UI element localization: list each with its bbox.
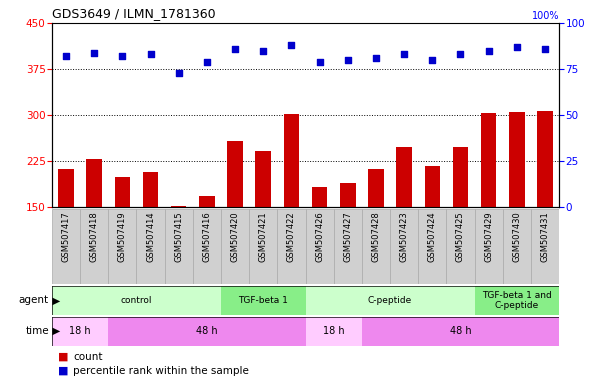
Text: 48 h: 48 h — [450, 326, 471, 336]
Bar — [475, 286, 559, 315]
Text: GSM507425: GSM507425 — [456, 212, 465, 262]
Point — [202, 59, 212, 65]
Text: 18 h: 18 h — [69, 326, 91, 336]
FancyBboxPatch shape — [277, 209, 306, 284]
Text: GSM507429: GSM507429 — [484, 212, 493, 262]
Point — [512, 44, 522, 50]
Text: GSM507423: GSM507423 — [400, 212, 409, 262]
Bar — [255, 151, 271, 207]
Text: GSM507424: GSM507424 — [428, 212, 437, 262]
FancyBboxPatch shape — [306, 209, 334, 284]
Bar — [340, 183, 356, 207]
Bar — [284, 114, 299, 207]
Text: ■: ■ — [58, 366, 72, 376]
Text: GSM507416: GSM507416 — [202, 212, 211, 262]
Text: percentile rank within the sample: percentile rank within the sample — [73, 366, 249, 376]
Text: GSM507422: GSM507422 — [287, 212, 296, 262]
Bar — [537, 111, 553, 207]
Text: 48 h: 48 h — [196, 326, 218, 336]
Point — [428, 57, 437, 63]
Point — [61, 53, 71, 59]
Text: GSM507426: GSM507426 — [315, 212, 324, 262]
Point — [484, 48, 494, 54]
Bar — [306, 317, 362, 346]
Point — [258, 48, 268, 54]
Point — [287, 42, 296, 48]
Text: 100%: 100% — [532, 11, 559, 21]
Text: GSM507430: GSM507430 — [512, 212, 521, 262]
Text: ▶: ▶ — [49, 295, 60, 306]
FancyBboxPatch shape — [80, 209, 108, 284]
Bar — [509, 112, 525, 207]
Bar — [306, 286, 475, 315]
Bar — [52, 317, 108, 346]
Text: GSM507414: GSM507414 — [146, 212, 155, 262]
Bar — [143, 172, 158, 207]
Point — [174, 70, 184, 76]
Point — [315, 59, 324, 65]
Bar — [453, 147, 468, 207]
Bar — [199, 196, 214, 207]
FancyBboxPatch shape — [136, 209, 164, 284]
FancyBboxPatch shape — [418, 209, 447, 284]
Bar — [481, 113, 496, 207]
Text: time: time — [25, 326, 49, 336]
FancyBboxPatch shape — [193, 209, 221, 284]
FancyBboxPatch shape — [390, 209, 418, 284]
Bar — [397, 147, 412, 207]
Point — [343, 57, 353, 63]
Bar — [312, 187, 327, 207]
Text: 18 h: 18 h — [323, 326, 345, 336]
Point — [117, 53, 127, 59]
FancyBboxPatch shape — [164, 209, 193, 284]
Text: TGF-beta 1: TGF-beta 1 — [238, 296, 288, 305]
FancyBboxPatch shape — [362, 209, 390, 284]
Text: control: control — [121, 296, 152, 305]
Point — [230, 46, 240, 52]
Bar — [171, 205, 186, 207]
Text: agent: agent — [19, 295, 49, 306]
Text: GSM507421: GSM507421 — [258, 212, 268, 262]
Bar — [52, 286, 221, 315]
Text: ▶: ▶ — [49, 326, 60, 336]
FancyBboxPatch shape — [221, 209, 249, 284]
Text: ■: ■ — [58, 352, 72, 362]
Text: GSM507431: GSM507431 — [541, 212, 549, 262]
Bar — [227, 141, 243, 207]
Bar — [221, 286, 306, 315]
Text: count: count — [73, 352, 103, 362]
FancyBboxPatch shape — [52, 209, 80, 284]
FancyBboxPatch shape — [334, 209, 362, 284]
Text: TGF-beta 1 and
C-peptide: TGF-beta 1 and C-peptide — [482, 291, 552, 310]
Text: GSM507428: GSM507428 — [371, 212, 381, 262]
FancyBboxPatch shape — [447, 209, 475, 284]
Bar — [86, 159, 102, 207]
Bar — [368, 169, 384, 207]
FancyBboxPatch shape — [531, 209, 559, 284]
Bar — [58, 169, 74, 207]
FancyBboxPatch shape — [503, 209, 531, 284]
FancyBboxPatch shape — [249, 209, 277, 284]
Bar — [115, 177, 130, 207]
Point — [145, 51, 155, 58]
Point — [456, 51, 466, 58]
Point — [371, 55, 381, 61]
FancyBboxPatch shape — [108, 209, 136, 284]
Point — [89, 50, 99, 56]
Text: GDS3649 / ILMN_1781360: GDS3649 / ILMN_1781360 — [52, 7, 216, 20]
Text: GSM507427: GSM507427 — [343, 212, 353, 262]
Bar — [425, 166, 440, 207]
FancyBboxPatch shape — [475, 209, 503, 284]
Point — [540, 46, 550, 52]
Text: GSM507415: GSM507415 — [174, 212, 183, 262]
Text: GSM507419: GSM507419 — [118, 212, 127, 262]
Bar — [108, 317, 306, 346]
Bar — [362, 317, 559, 346]
Text: C-peptide: C-peptide — [368, 296, 412, 305]
Text: GSM507417: GSM507417 — [62, 212, 70, 262]
Point — [399, 51, 409, 58]
Text: GSM507420: GSM507420 — [230, 212, 240, 262]
Text: GSM507418: GSM507418 — [90, 212, 99, 262]
